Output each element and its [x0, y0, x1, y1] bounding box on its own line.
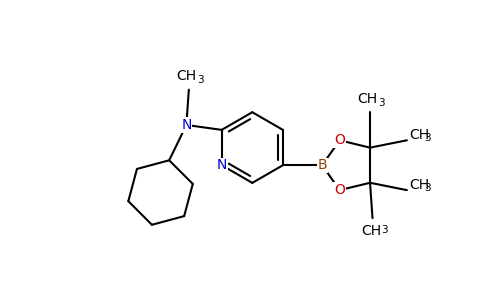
Text: CH: CH — [409, 128, 429, 142]
Text: N: N — [216, 158, 227, 172]
Text: CH: CH — [358, 92, 378, 106]
Text: 3: 3 — [197, 75, 203, 85]
Text: N: N — [181, 118, 192, 132]
Text: CH: CH — [409, 178, 429, 192]
Text: 3: 3 — [381, 226, 388, 236]
Text: O: O — [334, 183, 345, 197]
Text: O: O — [334, 133, 345, 147]
Text: CH: CH — [362, 224, 381, 238]
Text: CH: CH — [176, 69, 197, 83]
Text: B: B — [318, 158, 327, 172]
Text: 3: 3 — [424, 133, 431, 143]
Text: 3: 3 — [378, 98, 384, 108]
Text: 3: 3 — [424, 183, 431, 193]
